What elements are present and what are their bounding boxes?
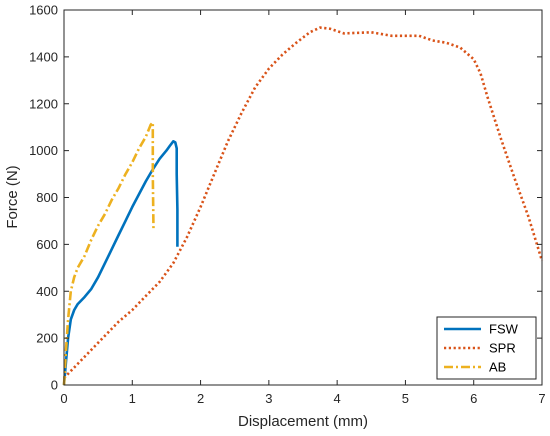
y-tick-label: 400: [36, 284, 58, 299]
x-tick-label: 5: [402, 391, 409, 406]
series-line-ab: [62, 121, 155, 386]
legend-box: [436, 316, 537, 380]
y-tick-label: 600: [36, 237, 58, 252]
x-tick-label: 7: [538, 391, 545, 406]
x-tick-label: 4: [334, 391, 341, 406]
y-tick-label: 1600: [29, 3, 58, 18]
legend-label-fsw: FSW: [489, 322, 519, 337]
y-tick-label: 1200: [29, 96, 58, 111]
x-tick-label: 6: [470, 391, 477, 406]
y-tick-label: 200: [36, 331, 58, 346]
y-tick-label: 1400: [29, 49, 58, 64]
axes-layer: 0 1 2 3 4 5 6 7 0 200 400 600 800 1000 1200 1400 1600: [29, 3, 546, 407]
x-tick-label: 1: [129, 391, 136, 406]
legend-label-spr: SPR: [489, 341, 516, 356]
x-tick-label: 0: [60, 391, 67, 406]
x-tick-label: 2: [197, 391, 204, 406]
legend: FSW SPR AB: [436, 316, 537, 380]
x-tick-label: 3: [265, 391, 272, 406]
y-axis-label: Force (N): [4, 165, 21, 228]
y-tick-label: 0: [51, 378, 58, 393]
x-axis-label: Displacement (mm): [238, 413, 368, 430]
legend-label-ab: AB: [489, 360, 506, 375]
y-tick-label: 800: [36, 190, 58, 205]
series-line-fsw: [62, 140, 179, 386]
y-tick-label: 1000: [29, 143, 58, 158]
series-layer: [62, 26, 544, 386]
